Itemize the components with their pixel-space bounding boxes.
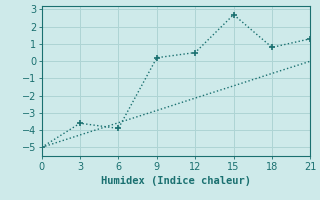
X-axis label: Humidex (Indice chaleur): Humidex (Indice chaleur) xyxy=(101,176,251,186)
